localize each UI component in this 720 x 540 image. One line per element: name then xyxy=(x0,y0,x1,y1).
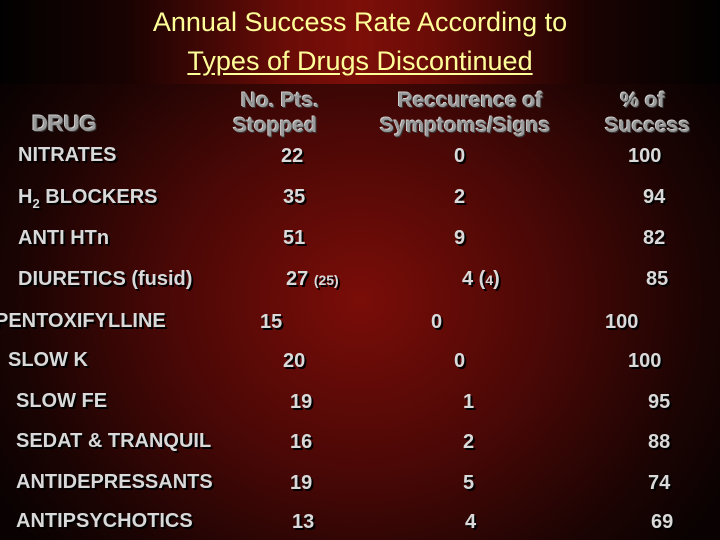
row-success: 82 xyxy=(643,227,666,249)
header-drug: DRUG xyxy=(32,111,97,136)
row-success: 85 xyxy=(646,268,669,290)
row-recurrence: 4 (4) xyxy=(462,268,500,290)
row-pts: 51 xyxy=(283,227,306,249)
header-rec-line1: Reccurence of xyxy=(397,89,543,112)
row-recurrence: 9 xyxy=(454,227,466,249)
row-success: 95 xyxy=(648,391,671,413)
row-recurrence: 4 xyxy=(465,511,477,533)
row-drug: ANTI HTn xyxy=(18,227,110,249)
row-recurrence: 0 xyxy=(454,350,466,372)
row-success: 100 xyxy=(605,311,639,333)
row-pts: 35 xyxy=(283,186,306,208)
header-success-line1: % of xyxy=(620,89,665,112)
row-pts: 15 xyxy=(260,311,283,333)
header-pts-line1: No. Pts. xyxy=(240,89,320,112)
title-band xyxy=(0,0,720,84)
slide-title-line2: Types of Drugs Discontinued xyxy=(187,46,533,76)
row-pts: 19 xyxy=(290,472,313,494)
row-recurrence: 0 xyxy=(431,311,443,333)
row-success: 100 xyxy=(628,145,662,167)
row-drug: ANTIPSYCHOTICS xyxy=(16,510,193,532)
row-drug: ANTIDEPRESSANTS xyxy=(16,471,213,493)
header-rec-line2: Symptoms/Signs xyxy=(379,114,551,137)
row-pts: 13 xyxy=(292,511,315,533)
row-success: 74 xyxy=(648,472,671,494)
row-drug: PENTOXIFYLLINE xyxy=(0,310,166,332)
row-success: 94 xyxy=(643,186,666,208)
row-pts: 20 xyxy=(283,350,306,372)
header-pts-line2: Stopped xyxy=(233,114,317,137)
row-drug: NITRATES xyxy=(18,144,117,166)
row-pts: 19 xyxy=(290,391,313,413)
row-recurrence: 5 xyxy=(463,472,475,494)
row-drug: SEDAT & TRANQUIL xyxy=(16,430,212,452)
row-recurrence: 2 xyxy=(463,431,475,453)
header-success-line2: Success xyxy=(604,114,691,137)
row-success: 100 xyxy=(628,350,662,372)
row-pts: 16 xyxy=(290,431,313,453)
row-recurrence: 2 xyxy=(454,186,466,208)
row-drug: DIURETICS (fusid) xyxy=(18,268,193,290)
row-drug: SLOW K xyxy=(8,349,88,371)
row-drug: H2 BLOCKERS xyxy=(18,186,158,211)
slide-title-line1: Annual Success Rate According to xyxy=(152,7,568,37)
row-success: 88 xyxy=(648,431,671,453)
row-pts: 22 xyxy=(281,145,304,167)
row-drug: SLOW FE xyxy=(16,390,108,412)
row-success: 69 xyxy=(651,511,674,533)
row-recurrence: 1 xyxy=(463,391,475,413)
row-pts: 27 (25) xyxy=(286,268,339,290)
row-recurrence: 0 xyxy=(454,145,466,167)
